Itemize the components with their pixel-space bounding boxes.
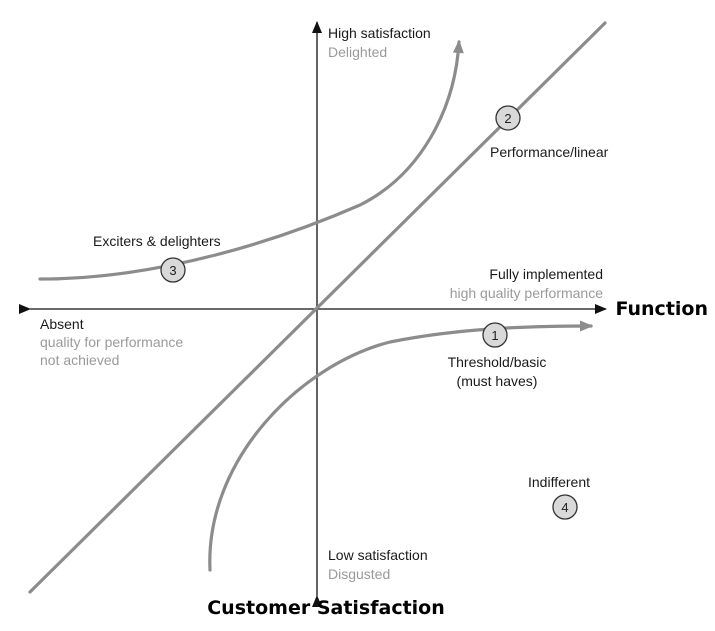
threshold-label-2: (must haves): [457, 373, 538, 389]
x-right-sub: high quality performance: [450, 285, 604, 301]
performance-label: Performance/linear: [490, 144, 609, 160]
exciters-badge: 3: [160, 257, 186, 283]
threshold-label-1: Threshold/basic: [448, 354, 547, 370]
y-top-sub: Delighted: [328, 44, 387, 60]
y-axis-title: Customer Satisfaction: [207, 597, 445, 619]
y-bottom-label: Low satisfaction: [328, 547, 428, 563]
exciters-label: Exciters & delighters: [93, 233, 221, 249]
x-left-label: Absent: [40, 316, 84, 332]
indifferent-badge: 4: [552, 494, 578, 520]
performance-number: 2: [504, 111, 511, 126]
y-top-label: High satisfaction: [328, 25, 431, 41]
x-left-sub-2: not achieved: [40, 352, 119, 368]
y-bottom-sub: Disgusted: [328, 566, 390, 582]
x-left-sub-1: quality for performance: [40, 334, 183, 350]
threshold-badge: 1: [482, 322, 508, 348]
threshold-basic-curve: [208, 320, 594, 572]
exciters-number: 3: [169, 263, 176, 278]
x-right-label: Fully implemented: [489, 266, 603, 282]
indifferent-number: 4: [561, 500, 568, 515]
indifferent-label: Indifferent: [528, 474, 590, 490]
x-axis-title: Function: [615, 298, 708, 320]
performance-badge: 2: [495, 105, 521, 131]
exciters-delighters-curve: [38, 39, 464, 281]
threshold-number: 1: [491, 328, 498, 343]
